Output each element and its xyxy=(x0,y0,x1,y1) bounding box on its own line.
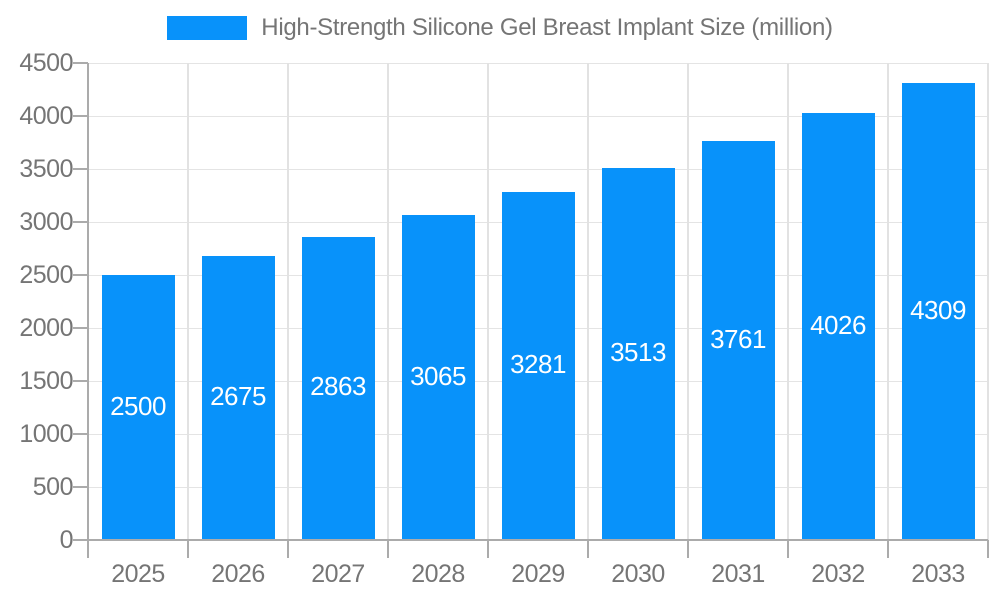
y-tick-label: 0 xyxy=(59,526,74,554)
legend-label[interactable]: High-Strength Silicone Gel Breast Implan… xyxy=(261,14,833,41)
x-tick-label: 2032 xyxy=(811,560,865,588)
v-gridline xyxy=(987,63,989,540)
x-axis-tick xyxy=(987,540,989,558)
v-gridline xyxy=(187,63,189,540)
v-gridline xyxy=(587,63,589,540)
v-gridline xyxy=(487,63,489,540)
x-axis-line xyxy=(73,539,988,541)
x-axis-tick xyxy=(187,540,189,558)
y-tick-label: 2500 xyxy=(19,261,73,289)
bar-value-label: 3065 xyxy=(410,360,466,391)
y-axis-tick xyxy=(73,274,88,276)
x-tick-label: 2030 xyxy=(611,560,665,588)
h-gridline xyxy=(88,115,988,117)
y-axis-tick xyxy=(73,380,88,382)
bar-value-label: 3513 xyxy=(610,336,666,367)
y-axis-tick xyxy=(73,327,88,329)
y-tick-label: 4000 xyxy=(19,102,73,130)
y-axis-tick xyxy=(73,486,88,488)
x-axis-tick xyxy=(387,540,389,558)
x-tick-label: 2029 xyxy=(511,560,565,588)
bar[interactable] xyxy=(101,275,175,540)
y-axis-tick xyxy=(73,62,88,64)
bar[interactable] xyxy=(201,256,275,540)
legend-swatch[interactable] xyxy=(167,16,248,40)
x-axis-tick xyxy=(487,540,489,558)
bar-value-label: 2863 xyxy=(310,371,366,402)
y-tick-label: 3500 xyxy=(19,155,73,183)
legend: High-Strength Silicone Gel Breast Implan… xyxy=(0,14,1000,42)
v-gridline xyxy=(387,63,389,540)
y-axis-tick xyxy=(73,168,88,170)
v-gridline xyxy=(787,63,789,540)
y-tick-label: 1500 xyxy=(19,367,73,395)
bar[interactable] xyxy=(601,167,675,540)
x-tick-label: 2033 xyxy=(911,560,965,588)
bar[interactable] xyxy=(301,236,375,540)
x-axis-tick xyxy=(887,540,889,558)
x-tick-label: 2026 xyxy=(211,560,265,588)
bar[interactable] xyxy=(901,83,975,540)
x-tick-label: 2031 xyxy=(711,560,765,588)
y-tick-label: 3000 xyxy=(19,208,73,236)
y-tick-label: 4500 xyxy=(19,49,73,77)
v-gridline xyxy=(887,63,889,540)
x-tick-label: 2025 xyxy=(111,560,165,588)
bar[interactable] xyxy=(701,141,775,540)
bar-value-label: 4309 xyxy=(910,294,966,325)
x-tick-label: 2028 xyxy=(411,560,465,588)
h-gridline xyxy=(88,168,988,170)
bar[interactable] xyxy=(501,192,575,540)
y-tick-label: 500 xyxy=(32,473,74,501)
bar-value-label: 3761 xyxy=(710,323,766,354)
x-tick-label: 2027 xyxy=(311,560,365,588)
bar[interactable] xyxy=(801,113,875,540)
bar-value-label: 4026 xyxy=(810,309,866,340)
plot-area: 0 500 1000 1500 2000 2500 3000 3500 4000 4500 2500… xyxy=(19,50,989,588)
h-gridline xyxy=(88,62,988,64)
x-axis-tick xyxy=(587,540,589,558)
x-axis-tick xyxy=(787,540,789,558)
bar-value-label: 2675 xyxy=(210,381,266,412)
v-gridline xyxy=(687,63,689,540)
y-tick-label: 2000 xyxy=(19,314,73,342)
v-gridline xyxy=(287,63,289,540)
bar[interactable] xyxy=(401,215,475,540)
x-axis-tick xyxy=(687,540,689,558)
y-axis-tick xyxy=(73,115,88,117)
y-axis-tick xyxy=(73,433,88,435)
x-axis-tick xyxy=(287,540,289,558)
y-axis-tick xyxy=(73,221,88,223)
y-tick-label: 1000 xyxy=(19,420,73,448)
y-axis-line xyxy=(87,63,89,558)
bar-value-label: 2500 xyxy=(110,390,166,421)
bar-value-label: 3281 xyxy=(510,349,566,380)
